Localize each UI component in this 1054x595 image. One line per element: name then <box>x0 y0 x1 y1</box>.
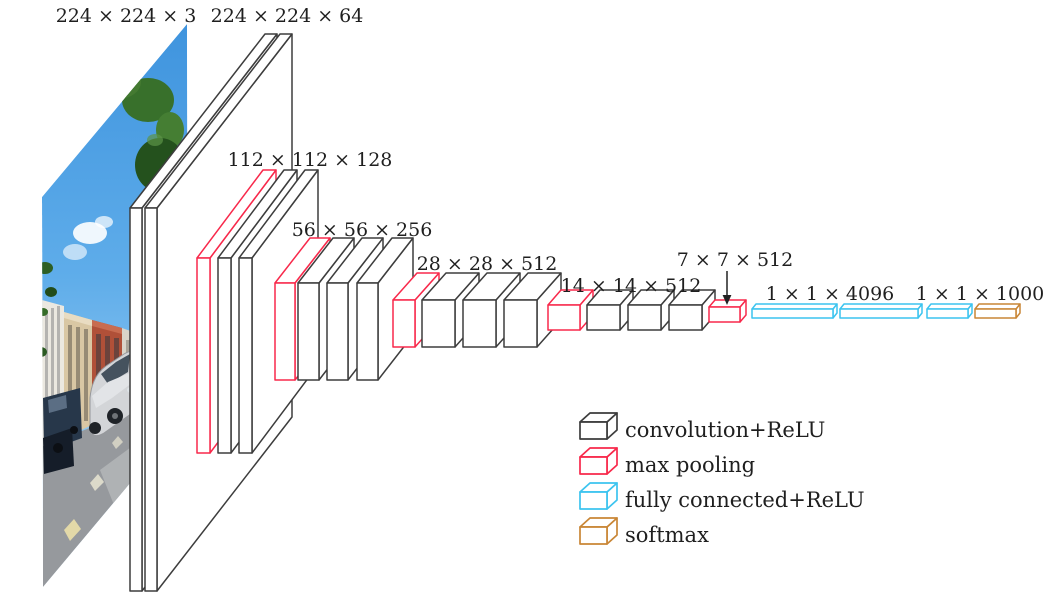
label-conv3: 56 × 56 × 256 <box>292 219 433 241</box>
fully-connected-bars <box>751 303 1021 319</box>
conv2-layer-1-pool-front <box>196 257 211 454</box>
fc-bar-1-fc-front <box>751 308 834 319</box>
legend-label-pool: max pooling <box>625 453 755 477</box>
parked-cars <box>43 388 82 474</box>
fc-bar-4-softmax <box>974 303 1021 319</box>
conv4-layer-2-conv-front <box>421 299 456 348</box>
cloud <box>54 216 113 335</box>
conv2-layer-3-conv-front <box>238 257 253 454</box>
fc-bar-2-fc-front <box>839 308 919 319</box>
silver-car <box>89 350 138 437</box>
conv2-block <box>196 169 319 454</box>
legend-swatch-pool <box>579 447 618 475</box>
label-fc1000: 1 × 1 × 1000 <box>916 283 1045 305</box>
pool5-layer-1-pool-front <box>708 306 741 323</box>
label-pool5: 7 × 7 × 512 <box>677 249 793 271</box>
legend-swatch-fc <box>579 482 618 510</box>
legend-labels: convolution+ReLU max pooling fully conne… <box>625 418 865 547</box>
legend-label-fc: fully connected+ReLU <box>625 488 865 512</box>
conv5-layer-4-conv-front <box>668 304 703 331</box>
conv2-layer-2-conv-front <box>217 257 232 454</box>
conv1-layer-2-conv-front <box>144 207 158 592</box>
label-input: 224 × 224 × 3 <box>56 5 197 27</box>
conv1-layer-1-conv-front <box>129 207 143 592</box>
conv5-layer-1-pool-front <box>547 304 581 331</box>
fc-bar-2-fc <box>839 303 923 319</box>
legend-swatch-conv <box>579 412 618 440</box>
legend-swatch-softmax-front <box>579 526 608 545</box>
dimension-labels: 224 × 224 × 3 224 × 224 × 64 112 × 112 ×… <box>56 5 1045 305</box>
pool5-pointer-arrow <box>722 271 732 305</box>
conv3-layer-1-pool-front <box>274 282 296 381</box>
conv4-layer-1-pool-front <box>392 299 416 348</box>
fc-bar-3-fc <box>926 303 973 319</box>
legend-swatch-fc-front <box>579 491 608 510</box>
conv4-layer-4-conv-front <box>503 299 538 348</box>
legend-swatch-conv-front <box>579 421 608 440</box>
conv5-layer-2-conv-front <box>586 304 621 331</box>
legend-swatch-pool-front <box>579 456 608 475</box>
conv4-layer-3-conv-front <box>462 299 497 348</box>
label-conv1: 224 × 224 × 64 <box>211 5 364 27</box>
legend-label-conv: convolution+ReLU <box>625 418 825 442</box>
label-conv2: 112 × 112 × 128 <box>228 149 393 171</box>
conv3-layer-4-conv-front <box>356 282 379 381</box>
conv3-layer-2-conv-front <box>297 282 320 381</box>
conv4-block <box>392 272 562 348</box>
fc-bar-4-softmax-front <box>974 308 1017 319</box>
conv5-layer-3-conv <box>627 289 675 331</box>
label-fc4096: 1 × 1 × 4096 <box>766 283 895 305</box>
conv5-layer-3-conv-front <box>627 304 662 331</box>
legend-swatches <box>579 412 618 545</box>
legend-label-softmax: softmax <box>625 523 709 547</box>
fc-bar-1-fc <box>751 303 838 319</box>
label-conv5: 14 × 14 × 512 <box>561 275 702 297</box>
label-conv4: 28 × 28 × 512 <box>417 253 558 275</box>
conv3-layer-3-conv-front <box>326 282 349 381</box>
fc-bar-3-fc-front <box>926 308 969 319</box>
legend-swatch-softmax <box>579 517 618 545</box>
layer-blocks <box>129 33 747 592</box>
